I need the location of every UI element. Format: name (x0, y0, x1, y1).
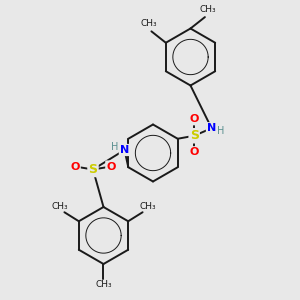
Text: H: H (111, 142, 118, 152)
Text: O: O (106, 161, 116, 172)
Text: S: S (190, 129, 199, 142)
Text: S: S (88, 163, 98, 176)
Text: CH₃: CH₃ (200, 5, 216, 14)
Text: CH₃: CH₃ (51, 202, 68, 211)
Text: H: H (217, 126, 224, 136)
Text: CH₃: CH₃ (141, 19, 157, 28)
Text: CH₃: CH₃ (95, 280, 112, 289)
Text: N: N (207, 123, 216, 133)
Text: O: O (190, 147, 199, 157)
Text: CH₃: CH₃ (140, 202, 156, 211)
Text: N: N (120, 145, 129, 155)
Text: O: O (70, 161, 80, 172)
Text: O: O (190, 114, 199, 124)
